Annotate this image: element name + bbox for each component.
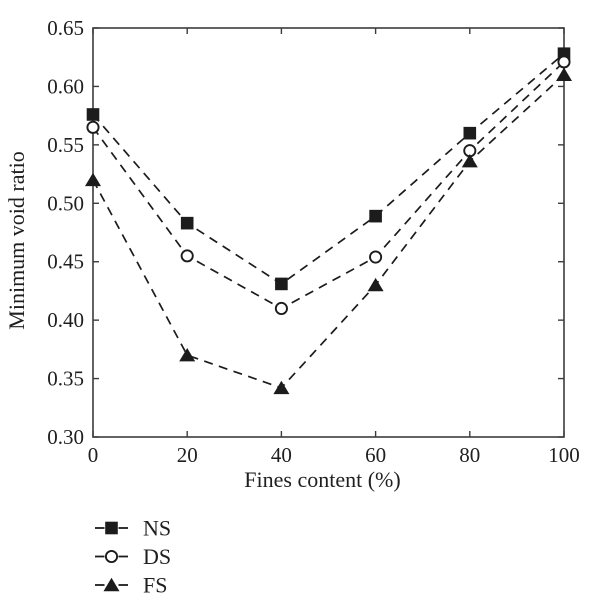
- x-tick-label: 20: [177, 443, 198, 467]
- data-point-DS-40: [274, 301, 288, 316]
- series-line-NS: [92, 53, 565, 285]
- data-point-FS-0: [85, 172, 101, 187]
- series-line-DS: [92, 61, 565, 310]
- legend-marker-FS: [103, 577, 120, 592]
- x-tick-label: 100: [548, 443, 580, 467]
- y-tick-label: 0.45: [47, 250, 84, 274]
- y-tick-label: 0.30: [47, 425, 84, 449]
- y-tick-label: 0.50: [47, 191, 84, 215]
- data-point-FS-40: [273, 380, 290, 395]
- legend-marker-NS: [105, 521, 118, 535]
- y-tick-label: 0.35: [47, 367, 84, 391]
- legend-label-DS: DS: [143, 544, 171, 569]
- legend-label-NS: NS: [143, 516, 171, 541]
- data-point-FS-60: [367, 277, 384, 292]
- y-axis-title: Minimum void ratio: [4, 151, 29, 329]
- y-tick-label: 0.60: [47, 74, 84, 98]
- y-tick-label: 0.40: [47, 308, 84, 332]
- data-point-DS-20: [180, 249, 194, 263]
- x-tick-label: 40: [271, 443, 292, 467]
- data-point-NS-0: [86, 108, 100, 121]
- y-tick-label: 0.55: [47, 133, 84, 157]
- data-point-FS-80: [461, 154, 478, 168]
- x-tick-label: 0: [88, 443, 99, 467]
- data-point-NS-80: [463, 126, 477, 140]
- legend-label-FS: FS: [143, 573, 167, 598]
- data-point-FS-20: [179, 348, 196, 362]
- series-line-FS: [92, 74, 565, 389]
- y-tick-label: 0.65: [47, 16, 84, 40]
- x-tick-label: 60: [365, 443, 386, 467]
- legend-marker-DS: [104, 549, 119, 564]
- data-point-DS-100: [557, 55, 571, 69]
- x-tick-label: 80: [459, 443, 480, 467]
- x-axis-title: Fines content (%): [244, 467, 400, 492]
- plot-border: [92, 27, 565, 438]
- data-point-DS-0: [86, 120, 100, 134]
- data-point-NS-40: [275, 277, 288, 291]
- data-point-DS-60: [369, 250, 383, 264]
- data-point-FS-100: [556, 67, 572, 81]
- data-point-NS-20: [180, 216, 194, 230]
- data-point-NS-60: [369, 209, 382, 223]
